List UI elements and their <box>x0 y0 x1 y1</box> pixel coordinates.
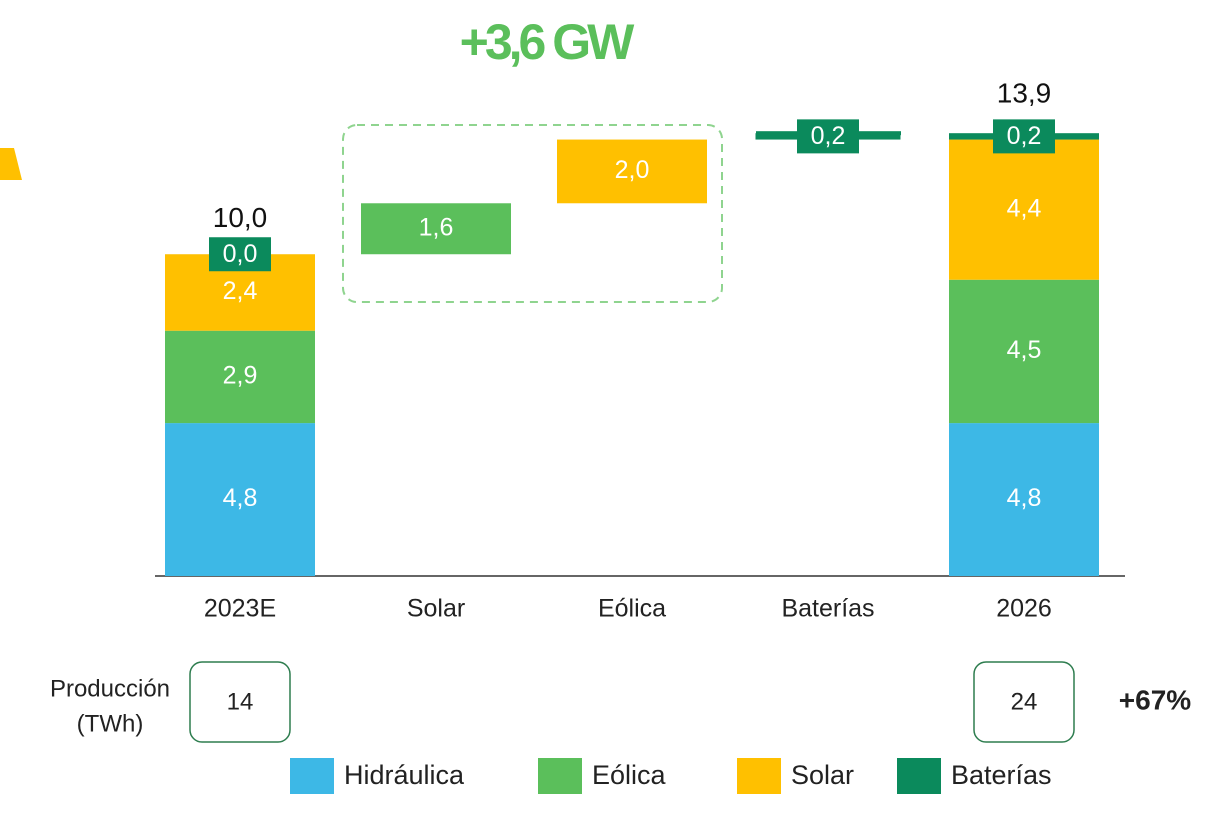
group-box <box>342 124 723 303</box>
legend-swatch <box>538 758 582 794</box>
production-label: Producción <box>50 675 170 702</box>
label-box <box>993 119 1055 154</box>
value-label: 0,0 <box>223 240 258 268</box>
chart-title: +3,6 GW <box>460 14 635 70</box>
bar-segment <box>949 279 1099 424</box>
bar-segment <box>557 139 707 204</box>
legend-swatch <box>897 758 941 794</box>
legend-swatch <box>737 758 781 794</box>
bar-segment <box>165 330 315 424</box>
production-change: +67% <box>1119 684 1191 715</box>
legend-swatch <box>290 758 334 794</box>
value-label: 4,8 <box>223 484 258 512</box>
legend-label: Eólica <box>592 760 667 790</box>
x-tick-label: 2023E <box>204 595 276 623</box>
production-box <box>973 661 1075 743</box>
production-value: 24 <box>1011 688 1038 715</box>
x-tick-label: Baterías <box>781 595 874 623</box>
production-unit: (TWh) <box>77 710 144 737</box>
value-label: 4,8 <box>1007 484 1042 512</box>
value-label: 2,0 <box>615 156 650 184</box>
x-tick-label: Eólica <box>598 595 666 623</box>
label-box <box>209 237 271 272</box>
legend-label: Baterías <box>951 760 1052 790</box>
x-tick-label: 2026 <box>996 595 1052 623</box>
value-label: 4,4 <box>1007 194 1042 222</box>
x-tick-label: Solar <box>407 595 465 623</box>
total-label: 13,9 <box>997 78 1052 109</box>
value-label: 2,4 <box>223 277 258 305</box>
total-label: 10,0 <box>213 202 268 233</box>
bar-segment <box>949 139 1099 280</box>
bar-segment <box>949 423 1099 576</box>
value-label: 1,6 <box>419 213 454 241</box>
bar-segment <box>165 423 315 576</box>
value-label: 2,9 <box>223 362 258 390</box>
icon <box>0 148 22 180</box>
legend-label: Hidráulica <box>344 760 465 790</box>
value-label: 4,5 <box>1007 336 1042 364</box>
production-box <box>189 661 291 743</box>
value-label: 0,2 <box>811 122 846 150</box>
label-box <box>797 119 859 154</box>
bar-segment <box>361 203 511 255</box>
legend-label: Solar <box>791 760 854 790</box>
value-label: 0,2 <box>1007 122 1042 150</box>
production-value: 14 <box>227 688 254 715</box>
